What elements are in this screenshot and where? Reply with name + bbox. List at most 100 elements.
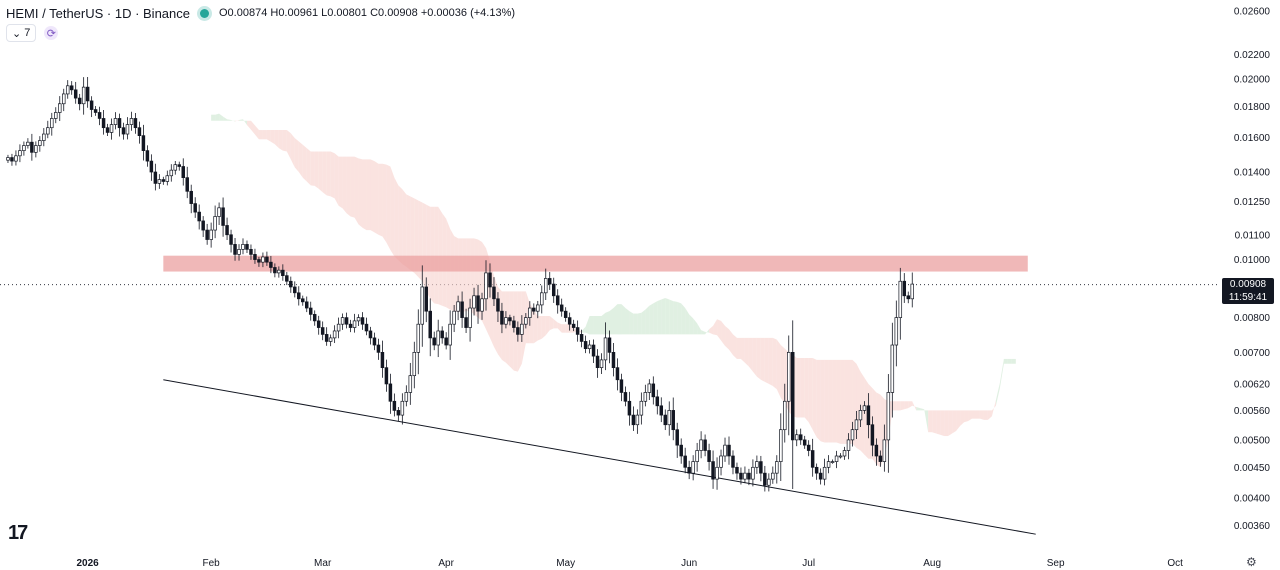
candle bbox=[559, 298, 564, 317]
candle-body bbox=[105, 127, 110, 133]
price-tick-label: 0.00620 bbox=[1234, 379, 1271, 390]
cloud-segment bbox=[243, 119, 247, 125]
cloud-segment bbox=[864, 377, 869, 459]
cloud-segment bbox=[948, 410, 953, 437]
resistance-zone[interactable] bbox=[163, 255, 1028, 272]
symbol-title[interactable]: HEMI / TetherUS · 1D · Binance bbox=[6, 5, 190, 21]
candle bbox=[404, 385, 409, 407]
time-tick-label: Jun bbox=[681, 558, 697, 569]
candle bbox=[328, 334, 333, 347]
candle bbox=[121, 122, 126, 140]
candle bbox=[10, 153, 14, 166]
candle-body bbox=[348, 323, 353, 328]
candle bbox=[209, 222, 213, 248]
candle-body bbox=[484, 272, 488, 300]
cloud-segment bbox=[952, 410, 957, 434]
price-axis[interactable]: 0.02600 0.02200 0.02000 0.01800 0.01600 0.014… bbox=[1234, 6, 1271, 531]
price-tick-label: 0.00800 bbox=[1234, 313, 1271, 324]
candle-body bbox=[834, 455, 839, 462]
support-trendline[interactable] bbox=[163, 379, 1036, 535]
candle bbox=[551, 277, 556, 303]
candle-body bbox=[735, 466, 739, 474]
candle bbox=[133, 112, 138, 134]
candle bbox=[759, 455, 763, 482]
candle bbox=[508, 314, 512, 326]
cloud-segment bbox=[553, 319, 558, 329]
cloud-segment bbox=[956, 410, 961, 431]
cloud-segment bbox=[597, 315, 602, 335]
candle-body bbox=[133, 118, 138, 129]
candle bbox=[647, 379, 652, 401]
candle-body bbox=[117, 118, 122, 129]
candle-body bbox=[316, 320, 321, 328]
candle-body bbox=[512, 320, 516, 328]
candle bbox=[842, 446, 847, 460]
cloud-segment bbox=[374, 161, 379, 235]
candle-body bbox=[810, 450, 815, 468]
candle-body bbox=[663, 414, 668, 426]
candle bbox=[898, 267, 903, 340]
cloud-segment bbox=[262, 130, 267, 140]
indicators-toggle-button[interactable]: ⌄ 7 bbox=[6, 24, 37, 42]
candle bbox=[38, 136, 42, 152]
cloud-segment bbox=[932, 410, 937, 434]
ohlc-readout: O0.00874 H0.00961 L0.00801 C0.00908 +0.0… bbox=[219, 7, 516, 19]
candle bbox=[69, 81, 74, 95]
candle bbox=[201, 216, 205, 237]
candle-body bbox=[567, 317, 572, 325]
cloud-segment bbox=[900, 401, 905, 411]
candle bbox=[635, 409, 640, 434]
cloud-segment bbox=[406, 194, 411, 271]
candle bbox=[153, 163, 158, 191]
candle-body bbox=[332, 330, 337, 339]
cloud-segment bbox=[525, 291, 530, 344]
candle bbox=[388, 373, 393, 414]
candle bbox=[838, 453, 843, 459]
candle bbox=[50, 112, 54, 136]
time-tick-label: Feb bbox=[203, 558, 221, 569]
candle bbox=[420, 265, 425, 347]
cloud-segment bbox=[378, 163, 383, 237]
candle-body bbox=[635, 414, 640, 426]
candle-body bbox=[838, 455, 843, 458]
candle-body bbox=[603, 337, 608, 361]
candle bbox=[790, 320, 795, 490]
time-tick-label: Apr bbox=[438, 558, 454, 569]
cloud-segment bbox=[382, 163, 387, 243]
candle bbox=[157, 174, 162, 189]
candle bbox=[456, 295, 460, 321]
candle bbox=[886, 374, 891, 473]
cloud-segment bbox=[557, 322, 562, 333]
candle bbox=[472, 287, 476, 316]
candle bbox=[392, 393, 397, 417]
candle-body bbox=[842, 450, 847, 457]
time-axis[interactable]: 2026 Feb Mar Apr May Jun Jul Aug Sep Oct bbox=[77, 558, 1184, 569]
settings-gear-icon[interactable]: ⚙ bbox=[1246, 555, 1257, 569]
candle-body bbox=[814, 466, 819, 474]
candle-body bbox=[611, 352, 616, 369]
cloud-segment bbox=[960, 410, 965, 426]
candle bbox=[870, 416, 875, 457]
candle-body bbox=[651, 383, 656, 398]
candle-body bbox=[783, 400, 787, 431]
cloud-segment bbox=[772, 337, 777, 390]
candle-body bbox=[50, 118, 54, 129]
candle-body bbox=[165, 175, 170, 182]
candle-body bbox=[257, 259, 261, 263]
candle bbox=[344, 312, 349, 329]
candle-body bbox=[874, 444, 879, 457]
candle bbox=[432, 331, 436, 351]
candle bbox=[380, 340, 385, 378]
candle bbox=[500, 302, 504, 334]
tradingview-logo-icon[interactable]: 17 bbox=[8, 522, 28, 544]
time-tick-label: May bbox=[556, 558, 575, 569]
cloud-segment bbox=[689, 314, 694, 335]
candle bbox=[225, 217, 229, 240]
cloud-segment bbox=[756, 337, 761, 380]
cloud-segment bbox=[912, 401, 917, 411]
cloud-segment bbox=[354, 156, 359, 225]
candle-body bbox=[89, 100, 94, 110]
sync-icon[interactable]: ⟳ bbox=[44, 26, 59, 40]
candle-body bbox=[273, 267, 277, 274]
